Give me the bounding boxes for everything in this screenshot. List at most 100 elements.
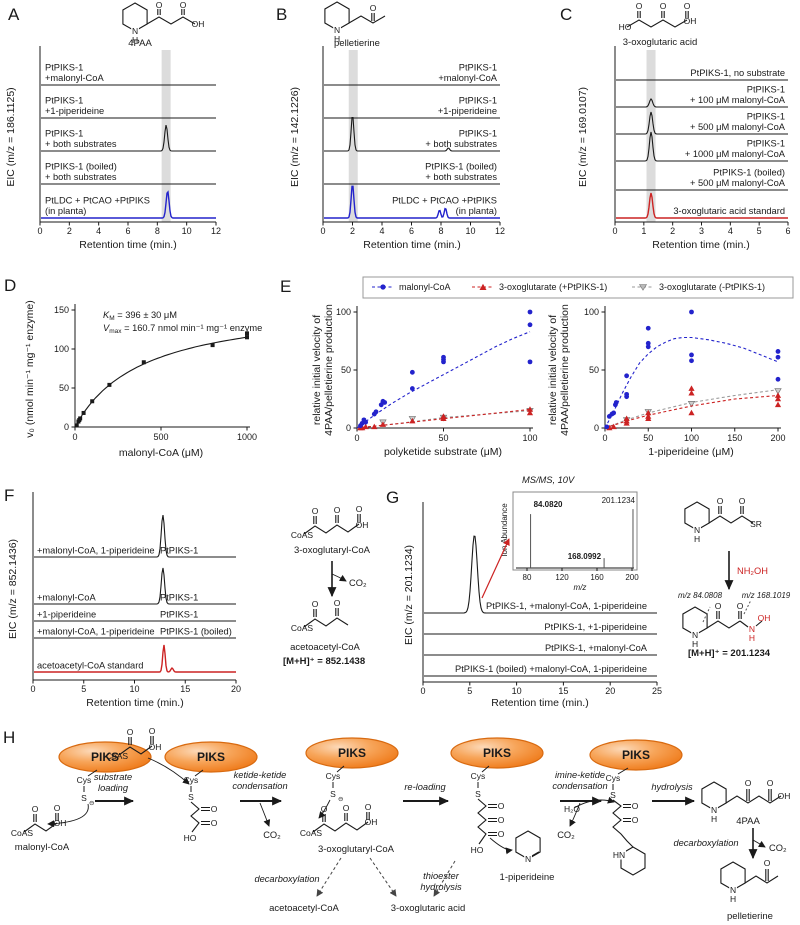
kinetics-plot: 0 50 100 150 0 500 1000 malonyl-CoA (μM) — [54, 304, 257, 459]
trace-label: PtPIKS-1 — [747, 85, 785, 95]
data-point — [90, 399, 95, 404]
trace-label: PtPIKS-1, +malonyl-CoA — [545, 643, 648, 653]
kinetics-annotation: KM = 396 ± 30 μM Vmax = 160.7 nmol min⁻¹… — [103, 310, 262, 335]
data-point — [611, 410, 617, 416]
y-axis-label: EIC (m/z = 169.0107) — [577, 87, 589, 187]
e-right-y-label-1: relative initial velocity of — [547, 315, 559, 425]
x-tick-label: 500 — [153, 432, 168, 442]
o-atom: O — [149, 726, 156, 736]
o-atom: O — [632, 815, 639, 825]
inset-pointer-arrow — [481, 538, 510, 599]
chromatogram-trace — [616, 111, 788, 135]
co2-branch-arrow — [259, 802, 271, 827]
o-atom: O — [312, 506, 319, 516]
panel-letter-g: G — [386, 488, 399, 507]
data-point — [440, 413, 447, 419]
trace-label: PtPIKS-1 — [459, 129, 497, 139]
triangle-up-marker-icon — [479, 283, 487, 290]
panel-letter-b: B — [276, 5, 287, 24]
x-tick-label: 50 — [643, 433, 653, 443]
trace-label: PtLDC + PtCAO +PtPIKS — [392, 196, 497, 206]
ms-peak-label: 168.0992 — [568, 552, 602, 561]
thiolate-s: S — [330, 789, 336, 799]
x-tick-label: 4 — [96, 226, 101, 236]
trace-label: + 500 μM malonyl-CoA — [690, 178, 786, 188]
data-point — [604, 424, 610, 430]
data-point — [775, 376, 781, 382]
o-atom: O — [334, 598, 341, 608]
trace-label: + both substrates — [425, 139, 497, 149]
chromatogram-f: 0 5 10 15 20 Retention time (min.) EIC (m/z = … — [7, 492, 241, 709]
o-atom: O — [745, 778, 752, 788]
compound-name-pelletierine: pelletierine — [727, 911, 773, 922]
oh-group: OH — [54, 818, 67, 828]
data-point — [245, 335, 249, 340]
data-point — [379, 421, 387, 427]
ms-peak-label: 201.1234 — [602, 496, 636, 505]
o-atom: O — [343, 803, 350, 813]
data-point — [645, 409, 652, 416]
data-point — [409, 369, 415, 375]
data-point — [78, 416, 83, 421]
retention-band — [348, 50, 358, 222]
trace-label: + both substrates — [45, 139, 117, 149]
data-point — [371, 423, 378, 430]
x-tick-label: 10 — [465, 226, 475, 236]
x-tick-label: 2 — [67, 226, 72, 236]
compound-name-1-piperideine: 1-piperideine — [500, 872, 555, 883]
o-atom: O — [498, 829, 505, 839]
fit-curve — [604, 336, 779, 429]
legend: malonyl-CoA 3-oxoglutarate (+PtPIKS-1) 3… — [362, 276, 794, 299]
step-label: condensation — [232, 781, 287, 791]
y-axis-label: EIC (m/z = 201.1234) — [403, 545, 415, 645]
data-point — [774, 395, 782, 402]
data-point — [74, 423, 79, 428]
data-point — [81, 410, 86, 415]
x-tick-label: 1000 — [237, 432, 257, 442]
y-axis-label: EIC (m/z = 142.1226) — [289, 87, 301, 187]
o-atom: O — [715, 601, 722, 611]
x-tick-label: 10 — [512, 686, 522, 696]
data-point — [774, 401, 782, 408]
trace-label: + both substrates — [425, 172, 497, 182]
x-axis-label: Retention time (min.) — [79, 239, 176, 251]
trace-label: +malonyl-CoA, 1-piperideine — [37, 627, 155, 637]
data-point — [688, 390, 695, 396]
chromatogram-trace — [616, 98, 788, 108]
co2-branch-arrow — [752, 839, 766, 848]
step-label: hydrolysis — [651, 782, 693, 792]
coas-group: CoAS — [291, 623, 314, 633]
x-tick-label: 6 — [409, 226, 414, 236]
x-tick-label: 6 — [125, 226, 130, 236]
trace-label: + 1000 μM malonyl-CoA — [685, 149, 786, 159]
vmax-annotation: Vmax = 160.7 nmol min⁻¹ mg⁻¹ enzyme — [103, 323, 262, 335]
data-point — [645, 344, 651, 350]
ho-group: HO — [471, 845, 484, 855]
h-atom: H — [749, 633, 755, 643]
chromatogram-trace — [34, 515, 236, 558]
o-atom: O — [739, 496, 746, 506]
y-tick-label: 50 — [589, 365, 599, 375]
ms-tick-label: 160 — [590, 573, 604, 582]
hydrolysis-attack-arrow — [573, 796, 615, 809]
trace-label: PtPIKS-1 (boiled) — [425, 162, 497, 172]
x-tick-label: 5 — [81, 684, 86, 694]
thiolate-s: S — [81, 793, 87, 803]
co2-label: CO₂ — [557, 830, 575, 840]
fit-curve — [356, 408, 531, 429]
o-atom: O — [632, 801, 639, 811]
data-point — [210, 343, 215, 348]
x-tick-label: 0 — [612, 226, 617, 236]
x-tick-label: 20 — [231, 684, 241, 694]
side-reaction-arrow — [433, 860, 456, 897]
substrate-velocity-plot-left: 0 50 100 0 50 100 polyketide substrate (μM) — [336, 306, 538, 458]
data-point — [689, 352, 694, 358]
trace-label: PtLDC + PtCAO +PtPIKS — [45, 196, 150, 206]
x-tick-label: 0 — [602, 433, 607, 443]
coas-group: CoAS — [291, 530, 314, 540]
y-tick-label: 0 — [346, 423, 351, 433]
circle-marker-icon — [380, 284, 386, 290]
trace-label: PtPIKS-1 — [45, 96, 83, 106]
fragment-mz-84: m/z 84.0808 — [678, 591, 723, 600]
data-point — [362, 423, 369, 430]
